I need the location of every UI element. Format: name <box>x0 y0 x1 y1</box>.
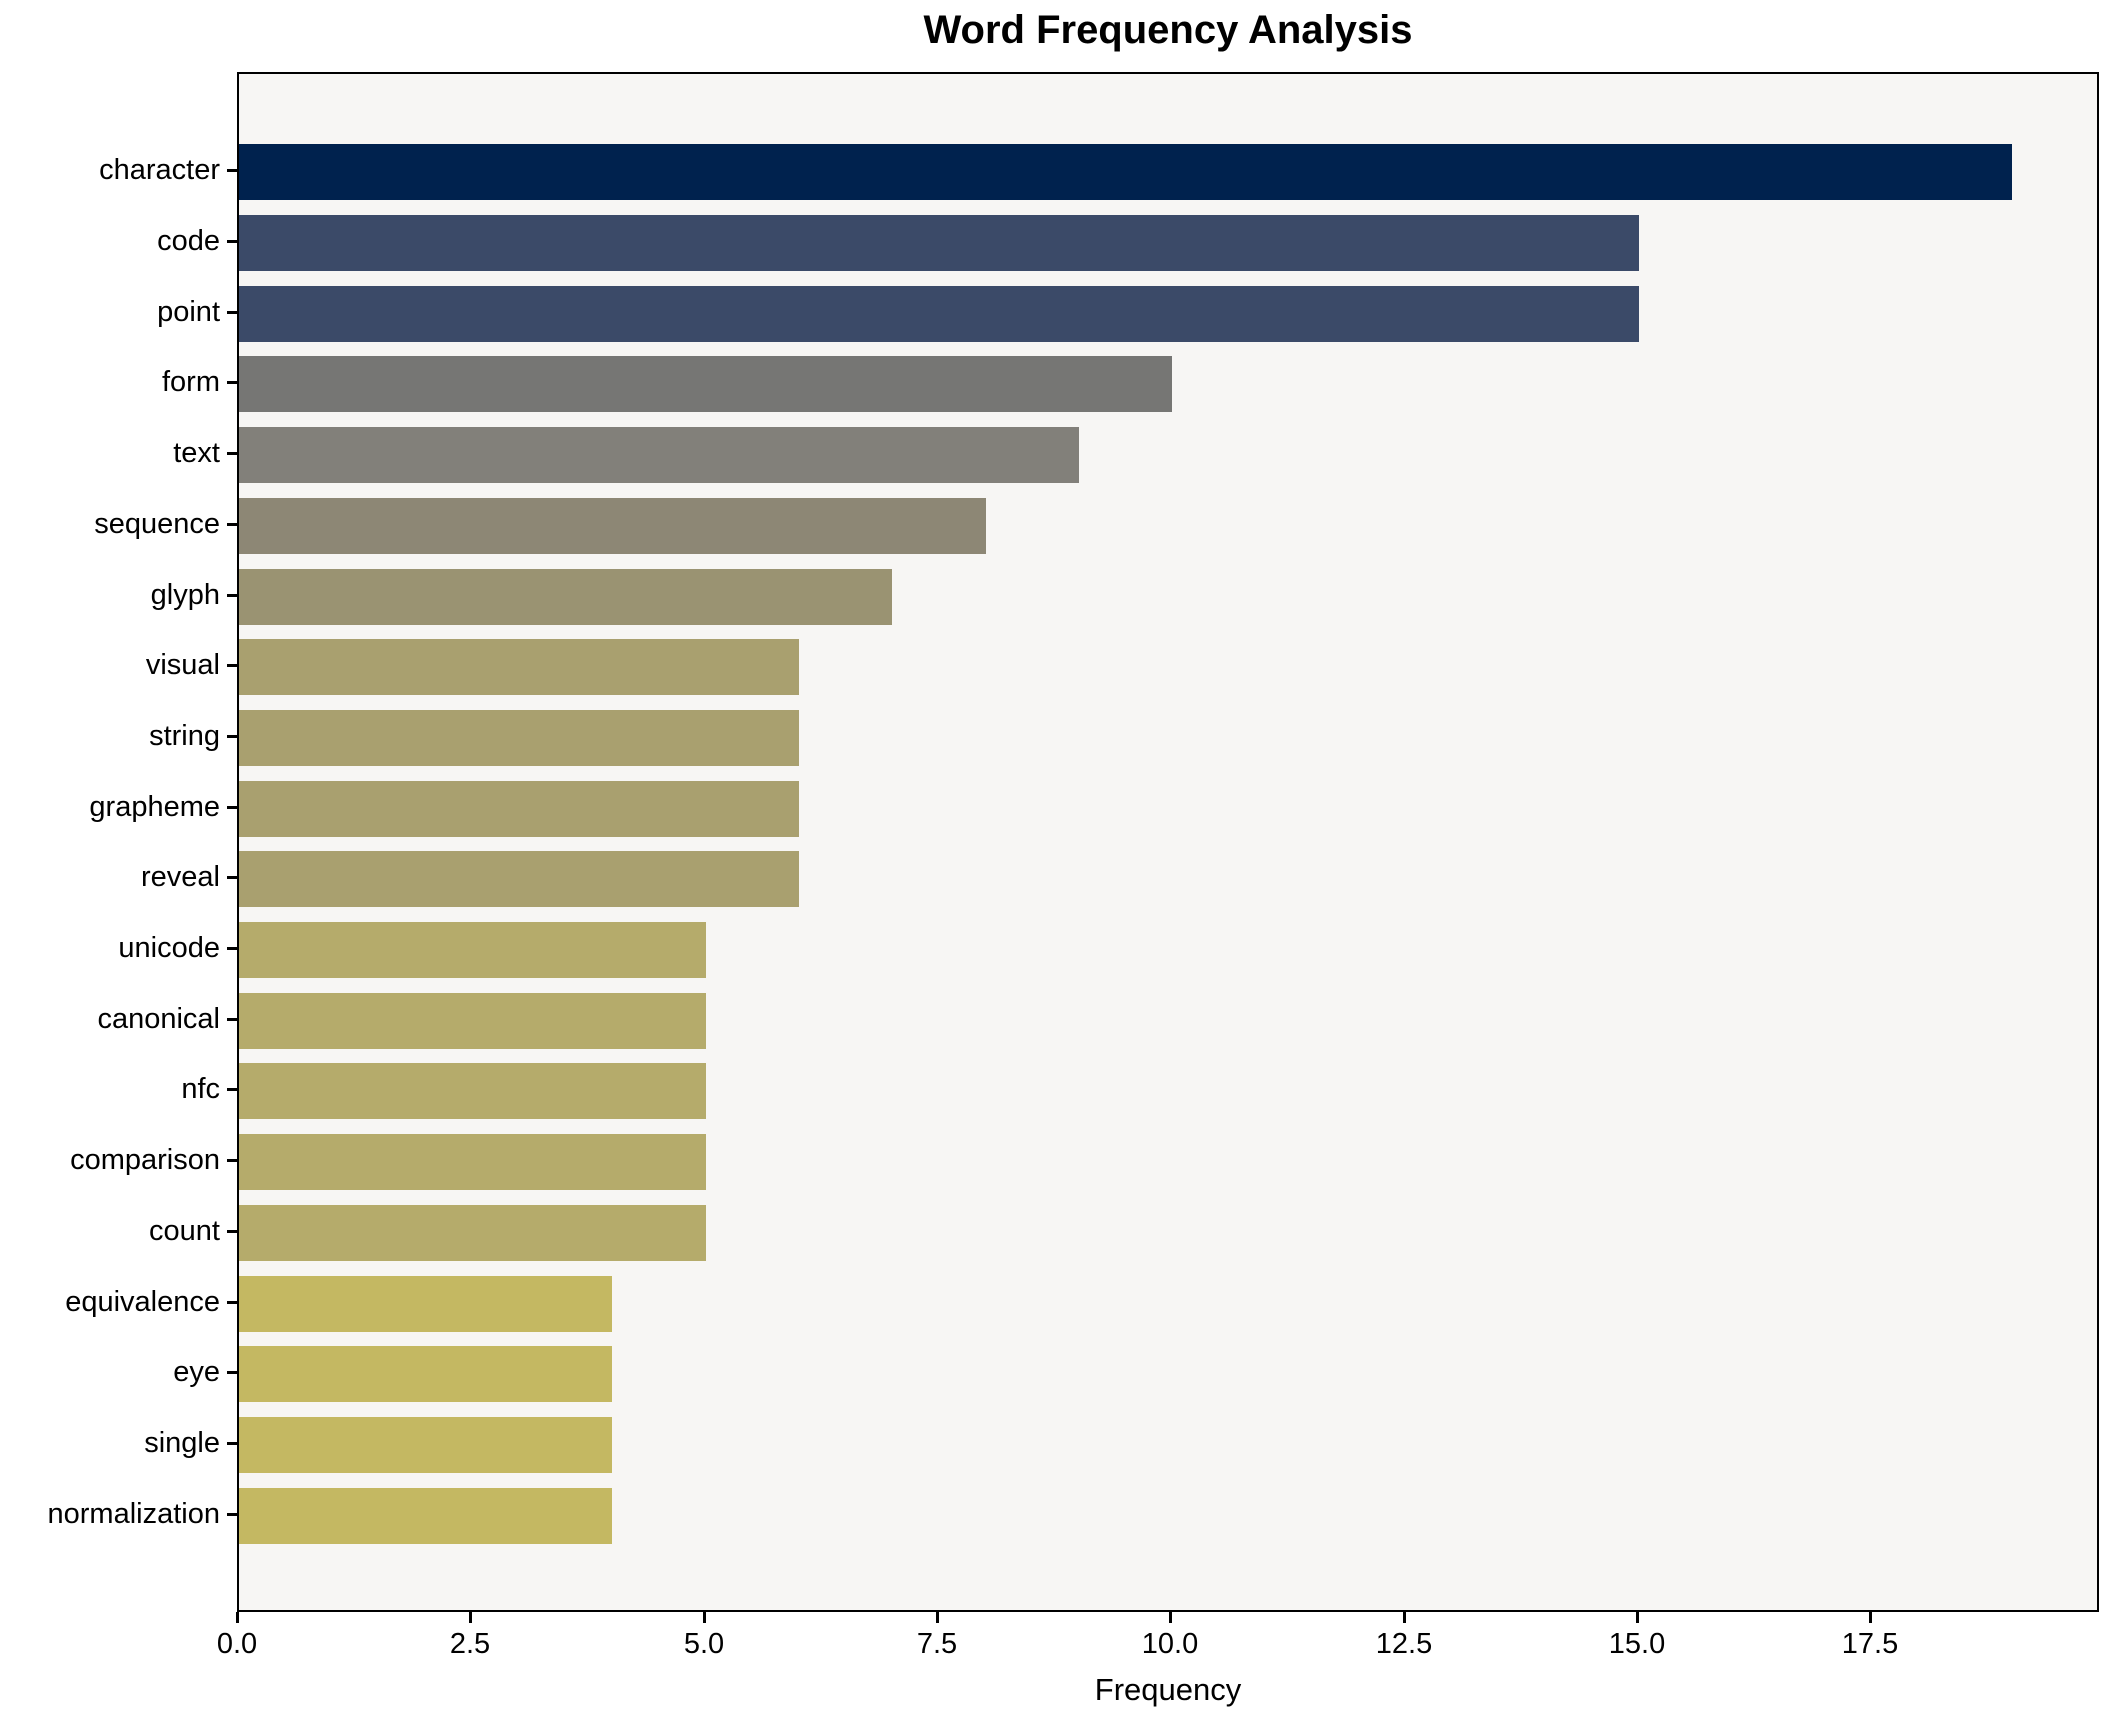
x-tick-mark <box>936 1612 939 1623</box>
y-tick-label-count: count <box>149 1215 220 1247</box>
x-tick-label-2.5: 2.5 <box>449 1628 491 1660</box>
x-tick-mark <box>1403 1612 1406 1623</box>
bar-string <box>239 710 799 766</box>
y-tick-label-eye: eye <box>173 1356 220 1388</box>
x-tick-label-17.5: 17.5 <box>1841 1628 1899 1660</box>
y-tick-mark <box>227 1301 237 1304</box>
bar-form <box>239 356 1172 412</box>
y-tick-label-comparison: comparison <box>70 1144 220 1176</box>
y-tick-mark <box>227 876 237 879</box>
y-tick-mark <box>227 1442 237 1445</box>
x-tick-mark <box>1869 1612 1872 1623</box>
y-tick-label-character: character <box>99 154 220 186</box>
plot-area <box>237 72 2099 1612</box>
bar-point <box>239 286 1639 342</box>
bar-canonical <box>239 993 706 1049</box>
x-tick-label-5.0: 5.0 <box>683 1628 725 1660</box>
y-tick-label-visual: visual <box>145 649 220 681</box>
x-tick-mark <box>703 1612 706 1623</box>
bar-glyph <box>239 569 892 625</box>
bar-single <box>239 1417 612 1473</box>
y-tick-label-unicode: unicode <box>118 932 220 964</box>
bar-sequence <box>239 498 986 554</box>
bar-nfc <box>239 1063 706 1119</box>
x-tick-mark <box>236 1612 239 1623</box>
x-tick-label-15.0: 15.0 <box>1608 1628 1666 1660</box>
x-tick-label-10.0: 10.0 <box>1141 1628 1199 1660</box>
y-tick-label-equivalence: equivalence <box>65 1286 220 1318</box>
x-tick-mark <box>1169 1612 1172 1623</box>
bar-normalization <box>239 1488 612 1544</box>
y-tick-label-sequence: sequence <box>94 508 220 540</box>
x-axis-label: Frequency <box>1094 1672 1242 1707</box>
y-tick-mark <box>227 240 237 243</box>
y-tick-mark <box>227 1018 237 1021</box>
x-tick-mark <box>469 1612 472 1623</box>
y-tick-label-reveal: reveal <box>141 861 220 893</box>
x-tick-label-7.5: 7.5 <box>916 1628 958 1660</box>
chart-title: Word Frequency Analysis <box>923 8 1413 52</box>
y-tick-mark <box>227 311 237 314</box>
bar-reveal <box>239 851 799 907</box>
y-tick-label-glyph: glyph <box>150 579 220 611</box>
y-tick-mark <box>227 806 237 809</box>
y-tick-mark <box>227 1230 237 1233</box>
bar-comparison <box>239 1134 706 1190</box>
y-tick-mark <box>227 947 237 950</box>
bar-text <box>239 427 1079 483</box>
bar-eye <box>239 1346 612 1402</box>
x-tick-label-12.5: 12.5 <box>1375 1628 1433 1660</box>
y-tick-mark <box>227 452 237 455</box>
y-tick-mark <box>227 1159 237 1162</box>
y-tick-label-nfc: nfc <box>181 1073 220 1105</box>
y-tick-label-string: string <box>149 720 220 752</box>
y-tick-label-text: text <box>173 437 220 469</box>
y-tick-mark <box>227 1371 237 1374</box>
y-tick-mark <box>227 664 237 667</box>
y-tick-label-grapheme: grapheme <box>89 791 220 823</box>
bar-unicode <box>239 922 706 978</box>
y-tick-mark <box>227 594 237 597</box>
y-tick-label-form: form <box>162 366 220 398</box>
bar-character <box>239 144 2012 200</box>
x-tick-mark <box>1636 1612 1639 1623</box>
y-tick-label-point: point <box>157 296 220 328</box>
x-tick-label-0.0: 0.0 <box>216 1628 258 1660</box>
y-tick-label-normalization: normalization <box>47 1498 220 1530</box>
bar-count <box>239 1205 706 1261</box>
y-tick-label-canonical: canonical <box>97 1003 220 1035</box>
y-tick-mark <box>227 381 237 384</box>
y-tick-label-single: single <box>144 1427 220 1459</box>
y-tick-mark <box>227 1513 237 1516</box>
y-tick-mark <box>227 169 237 172</box>
y-tick-mark <box>227 523 237 526</box>
y-tick-mark <box>227 735 237 738</box>
bar-equivalence <box>239 1276 612 1332</box>
y-tick-mark <box>227 1088 237 1091</box>
bar-visual <box>239 639 799 695</box>
bar-grapheme <box>239 781 799 837</box>
bar-code <box>239 215 1639 271</box>
y-tick-label-code: code <box>157 225 220 257</box>
